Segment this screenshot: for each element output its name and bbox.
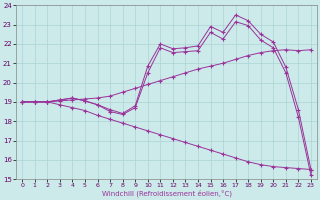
X-axis label: Windchill (Refroidissement éolien,°C): Windchill (Refroidissement éolien,°C) (101, 190, 232, 197)
